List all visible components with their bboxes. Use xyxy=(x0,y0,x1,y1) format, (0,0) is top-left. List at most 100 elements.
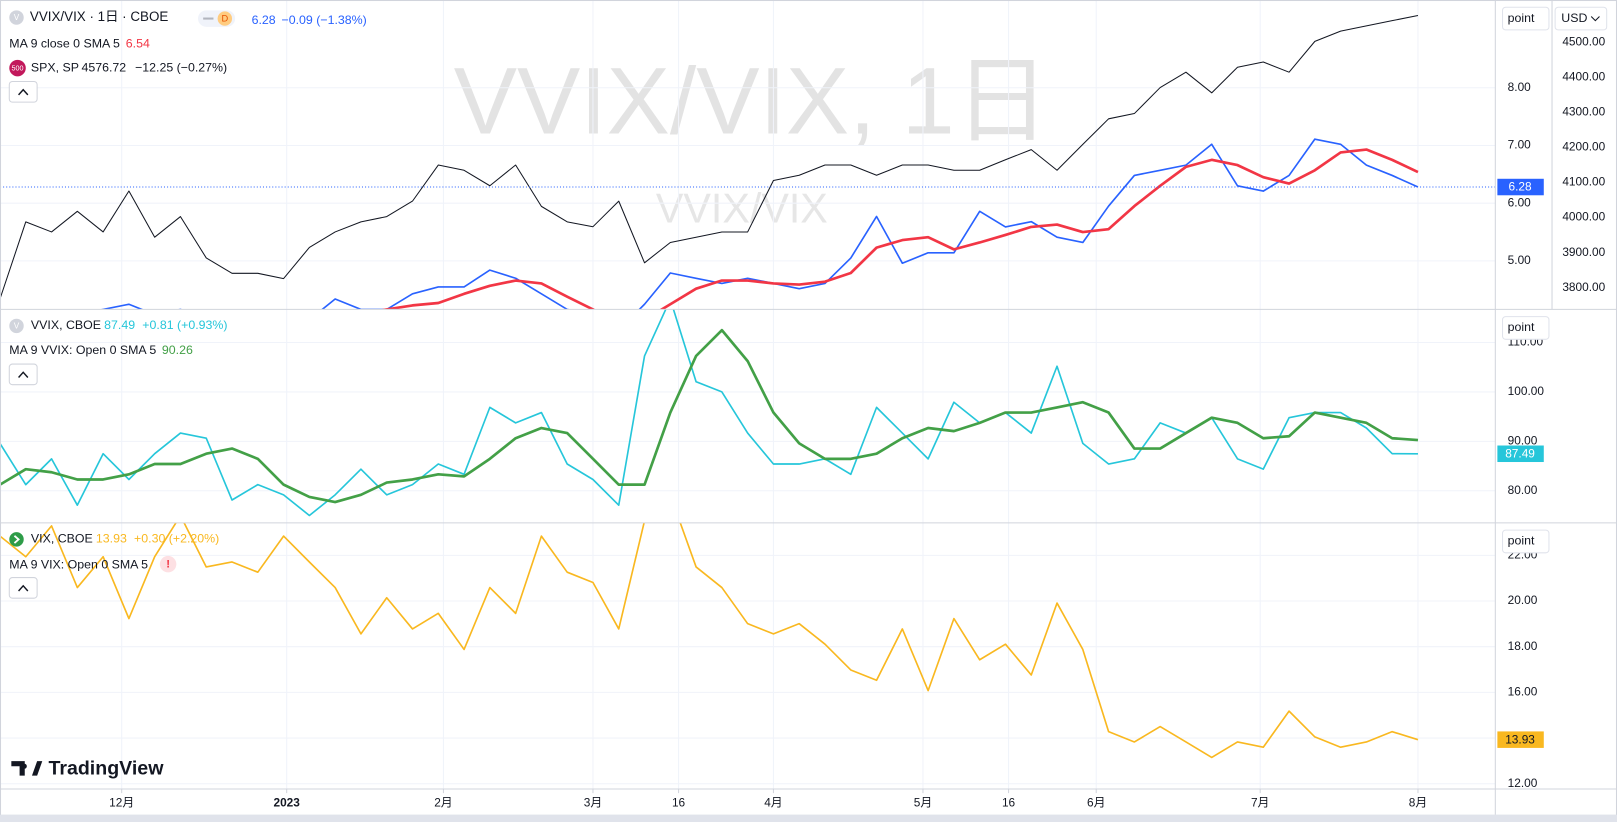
pane-lines xyxy=(0,309,1419,517)
y-tick-label: 6.00 xyxy=(1508,195,1531,209)
price-tag-label: 87.49 xyxy=(1505,446,1535,460)
y-tick-label: 3900.00 xyxy=(1562,245,1605,259)
scale-button-label: point xyxy=(1508,320,1535,334)
scale-button-label: point xyxy=(1508,11,1535,25)
symbol-icon xyxy=(9,532,24,547)
x-tick-label: 3月 xyxy=(584,796,602,810)
series-line xyxy=(0,328,1419,504)
scale-button[interactable] xyxy=(1502,529,1550,554)
x-tick-label: 12月 xyxy=(109,796,134,810)
y-tick-label: 100.00 xyxy=(1508,384,1545,398)
last-value: 87.49 xyxy=(104,318,135,332)
collapse-button[interactable] xyxy=(8,80,38,103)
price-tag xyxy=(1497,731,1544,748)
compare-value: 4576.72 xyxy=(81,60,126,74)
symbol: VVIX/VIX · 1日 · CBOE xyxy=(30,9,168,24)
compare-name: SPX, SP xyxy=(31,60,79,74)
series-line xyxy=(0,522,1419,759)
x-tick-label: 2023 xyxy=(273,796,300,810)
y-tick-label: 20.00 xyxy=(1508,593,1538,607)
x-tick-label: 8月 xyxy=(1409,796,1427,810)
price-tag xyxy=(1497,445,1544,463)
y-tick-label: 90.00 xyxy=(1508,434,1538,448)
series-line xyxy=(0,309,1418,517)
ma-name: MA 9 close 0 SMA 5 xyxy=(9,37,120,51)
collapse-icon xyxy=(18,584,29,592)
y-tick-label: 5.00 xyxy=(1508,253,1531,267)
currency-label: USD xyxy=(1561,11,1587,25)
x-tick-label: 16 xyxy=(1002,796,1016,810)
y-tick-label: 7.00 xyxy=(1508,138,1531,152)
plot-area: 5.00 6.00 7.00 8.00 3800.00 3900.00 4000.00 410… xyxy=(0,0,1606,810)
change: +0.30 (+2.20%) xyxy=(134,532,219,546)
currency-button[interactable] xyxy=(1554,6,1608,31)
icon-text: 500 xyxy=(12,63,24,72)
icon-text: V xyxy=(14,322,20,331)
error-badge[interactable] xyxy=(159,555,177,573)
price-tag-label: 13.93 xyxy=(1505,732,1535,746)
collapse-button[interactable] xyxy=(8,577,38,599)
error-mark: ! xyxy=(166,559,170,571)
pill-dash xyxy=(203,17,214,20)
last-value: 13.93 xyxy=(96,532,127,546)
scale-button-label: point xyxy=(1508,534,1535,548)
collapse-icon xyxy=(18,88,29,96)
icon-text: V xyxy=(14,13,20,22)
change: −0.09 (−1.38%) xyxy=(282,13,367,27)
watermark-sub: VVIX/VIX xyxy=(656,185,828,231)
change: +0.81 (+0.93%) xyxy=(142,318,227,332)
x-tick-label: 4月 xyxy=(764,796,782,810)
icon-arrow xyxy=(13,535,20,544)
y-tick-label: 18.00 xyxy=(1508,639,1538,653)
scale-buttons: point point point USD xyxy=(1502,6,1608,554)
y-tick-label: 4200.00 xyxy=(1562,140,1605,154)
y-tick-label: 4300.00 xyxy=(1562,105,1605,119)
interval: D xyxy=(221,14,228,24)
y-tick-label: 4000.00 xyxy=(1562,210,1605,224)
y-tick-label: 12.00 xyxy=(1508,776,1538,790)
symbol: VIX, CBOE xyxy=(31,532,93,546)
y-tick-label: 3800.00 xyxy=(1562,280,1605,294)
x-tick-label: 2月 xyxy=(434,796,452,810)
x-tick-label: 6月 xyxy=(1087,796,1105,810)
series-line xyxy=(98,138,1419,310)
y-tick-label: 8.00 xyxy=(1508,80,1531,94)
y-tick-label: 80.00 xyxy=(1508,483,1538,497)
x-tick-label: 7月 xyxy=(1251,796,1269,810)
symbol-icon xyxy=(9,59,26,77)
currency-caret xyxy=(1590,16,1600,22)
collapse-button[interactable] xyxy=(8,363,38,386)
bottom-bar xyxy=(0,814,1617,822)
symbol: VVIX, CBOE xyxy=(31,318,101,332)
price-tag-label: 6.28 xyxy=(1509,180,1532,194)
ma-value: 90.26 xyxy=(162,343,193,357)
x-tick-label: 16 xyxy=(672,796,686,810)
pane-lines xyxy=(0,522,1419,759)
y-tick-label: 4100.00 xyxy=(1562,175,1605,189)
series-line xyxy=(0,14,1419,300)
series-line xyxy=(379,148,1419,310)
y-tick-label: 4400.00 xyxy=(1562,70,1605,84)
ma-name: MA 9 VIX: Open 0 SMA 5 xyxy=(9,557,148,571)
last-value: 6.28 xyxy=(252,13,276,27)
scale-button[interactable] xyxy=(1502,316,1550,340)
brand: TradingView xyxy=(48,758,164,780)
x-tick-label: 5月 xyxy=(914,796,932,810)
y-tick-label: 4500.00 xyxy=(1562,35,1605,49)
symbol-icon xyxy=(9,10,24,25)
scale-button[interactable] xyxy=(1502,6,1550,31)
ma-value: 6.54 xyxy=(126,37,150,51)
symbol-icon xyxy=(9,318,24,334)
watermark: VVIX/VIX, 1日 xyxy=(454,48,1050,154)
ma-name: MA 9 VVIX: Open 0 SMA 5 xyxy=(9,343,156,357)
pane-lines xyxy=(0,14,1419,310)
compare-change: −12.25 (−0.27%) xyxy=(135,60,227,74)
collapse-icon xyxy=(18,371,29,378)
price-tag xyxy=(1497,178,1544,196)
y-tick-label: 16.00 xyxy=(1508,685,1538,699)
brand-logo xyxy=(11,761,43,776)
interval-badge xyxy=(217,11,233,26)
